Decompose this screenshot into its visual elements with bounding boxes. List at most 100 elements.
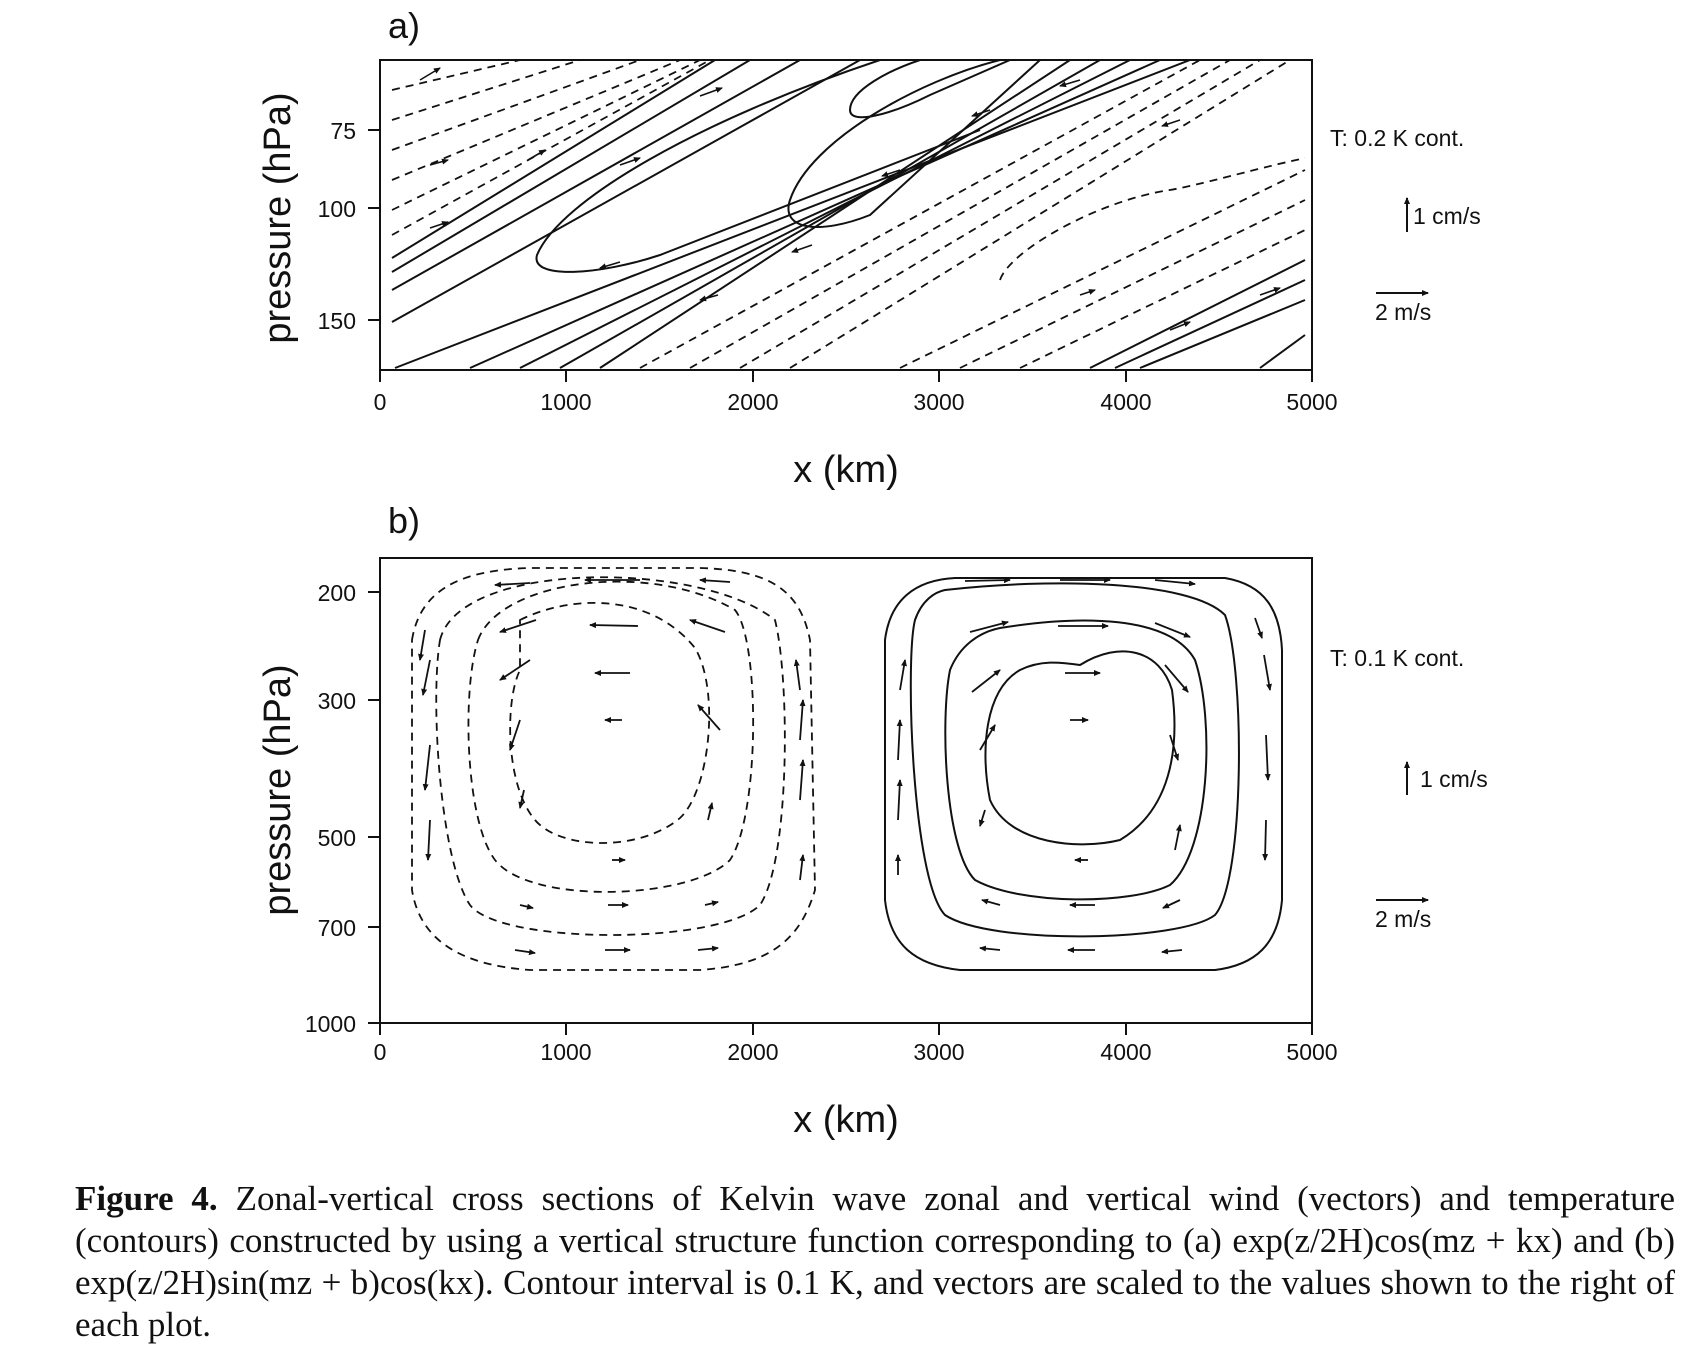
panel-b-wind-vector: [1162, 899, 1181, 909]
panel-b-ylabel: pressure (hPa): [257, 664, 299, 915]
panel-a-dashed-contour: [391, 60, 521, 91]
panel-b-wind-vector: [707, 802, 714, 821]
panel-b-wind-vector: [1263, 654, 1272, 691]
x-tick-label: 5000: [1286, 389, 1337, 415]
panel-b-wind-vector: [971, 669, 1001, 693]
panel-b-solid-contour: [984, 650, 1176, 846]
panel-b-dashed-contour: [435, 576, 786, 936]
panel-b-frame: [379, 557, 1313, 1024]
panel-a-solid-contour: [1089, 259, 1306, 369]
panel-b-wind-vector: [421, 659, 431, 696]
caption-text: Zonal-vertical cross sections of Kelvin …: [75, 1179, 1675, 1344]
y-tick-label: 100: [318, 196, 356, 222]
panel-b-wind-vector: [494, 581, 531, 588]
panel-b-wind-vector: [1262, 819, 1269, 861]
panel-b-solid-contour: [909, 582, 1240, 938]
panel-b-wind-vector: [1174, 824, 1182, 851]
panel-b-wind-vector: [799, 759, 806, 801]
panel-a-wind-vector: [429, 221, 449, 229]
panel-b-wind-vector: [1169, 734, 1180, 761]
panel-a-solid-contour: [391, 60, 861, 323]
panel-a-x-axis: [379, 370, 1313, 382]
panel-a-solid-contour: [1139, 299, 1306, 369]
y-tick-label: 1000: [305, 1011, 356, 1037]
x-tick-label: 0: [374, 389, 387, 415]
panel-a-vert-ref-label: 1 cm/s: [1413, 203, 1481, 229]
y-tick-label: 300: [318, 688, 356, 714]
panel-b-label: b): [388, 500, 420, 541]
panel-a-solid-loop: [848, 60, 1011, 119]
panel-b-wind-vector: [418, 629, 426, 661]
panel-a-xlabel: x (km): [793, 449, 899, 491]
panel-a-wind-vector: [429, 158, 449, 166]
panel-b-wind-vector: [1264, 734, 1271, 781]
figure-4: a) pressure (hPa) x (km) T: 0.2 K cont. …: [257, 5, 1488, 1141]
panel-a-dashed-contour: [1019, 229, 1306, 369]
panel-b-wind-vector: [964, 577, 1011, 584]
panel-a-wind-vector: [1079, 289, 1096, 296]
panel-b-wind-vector: [969, 620, 1009, 633]
panel-a: a) pressure (hPa) x (km) T: 0.2 K cont. …: [257, 5, 1481, 491]
panel-a-wind-vector: [699, 294, 719, 302]
panel-a-solid-contour: [1114, 279, 1306, 369]
panel-a-dashed-contour: [391, 60, 701, 211]
panel-a-temp-note: T: 0.2 K cont.: [1330, 125, 1464, 151]
panel-a-dashed-contour: [391, 60, 581, 121]
panel-a-wind-vector: [619, 157, 641, 166]
panel-b-wind-vector: [899, 659, 907, 691]
panel-a-wind-vector: [971, 109, 991, 117]
panel-b-wind-vector: [1154, 579, 1196, 587]
panel-a-y-axis: [368, 129, 380, 321]
panel-a-solid-contour: [394, 60, 1191, 369]
panel-b-wind-vector: [514, 949, 536, 956]
panel-b-y-axis: [368, 591, 380, 1024]
x-tick-label: 0: [374, 1039, 387, 1065]
panel-b-solid-contour: [944, 619, 1208, 901]
x-tick-label: 2000: [727, 1039, 778, 1065]
panel-b-wind-vector: [697, 945, 719, 952]
panel-b-solid-contour: [884, 577, 1283, 971]
panel-a-wind-vector: [1169, 321, 1191, 331]
panel-a-solid-contour: [1259, 334, 1306, 369]
panel-b-wind-vector: [979, 724, 996, 751]
panel-a-dashed-contour: [639, 60, 1201, 369]
panel-b-wind-vector: [697, 704, 721, 731]
panel-b-wind-vector: [499, 619, 537, 633]
y-tick-label: 75: [330, 118, 356, 144]
y-tick-label: 200: [318, 580, 356, 606]
x-tick-label: 4000: [1100, 389, 1151, 415]
panel-b-dashed-contour: [467, 580, 755, 893]
panel-a-dashed-contour: [739, 60, 1261, 369]
x-tick-label: 5000: [1286, 1039, 1337, 1065]
panel-a-dashed-contour: [959, 199, 1306, 369]
panel-b-x-axis: [379, 1023, 1313, 1035]
panel-a-solid-contour: [391, 60, 716, 259]
panel-b-wind-vector: [981, 898, 1001, 906]
panel-a-wind-vector: [1259, 287, 1281, 296]
panel-a-wind-vector: [527, 149, 546, 161]
panel-b-wind-vector: [518, 789, 525, 809]
panel-b-wind-vector: [1154, 622, 1191, 638]
panel-b-dashed-contour: [411, 567, 816, 971]
panel-b-wind-vector: [979, 945, 1001, 952]
panel-b-wind-vector: [509, 719, 521, 751]
y-tick-label: 150: [318, 308, 356, 334]
panel-a-ylabel: pressure (hPa): [257, 92, 299, 343]
y-tick-label: 500: [318, 825, 356, 851]
panel-b-wind-vector: [704, 900, 719, 907]
x-tick-label: 3000: [913, 389, 964, 415]
panel-b-wind-vector: [978, 809, 986, 827]
x-tick-label: 2000: [727, 389, 778, 415]
x-tick-label: 3000: [913, 1039, 964, 1065]
panel-a-dashed-contour: [391, 60, 641, 151]
panel-b-contours: [411, 567, 1283, 971]
panel-b: b) pressure (hPa) x (km) T: 0.1 K cont. …: [257, 500, 1488, 1141]
figure-caption: Figure 4. Zonal-vertical cross sections …: [75, 1178, 1675, 1346]
panel-b-wind-vector: [799, 699, 806, 741]
panel-b-wind-vector: [422, 744, 431, 791]
panel-a-wind-vector: [599, 261, 621, 270]
caption-label: Figure 4.: [75, 1179, 218, 1218]
panel-b-wind-vector: [589, 622, 639, 629]
panel-a-label: a): [388, 5, 420, 46]
panel-b-wind-vector: [499, 659, 531, 681]
